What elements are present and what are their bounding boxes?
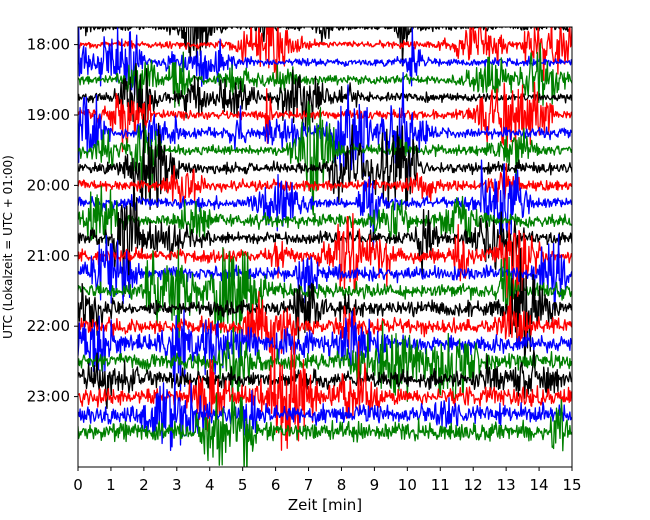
x-axis-label: Zeit [min] [288,496,362,514]
x-axis-ticks: 0 1 2 3 4 5 6 7 8 9 10 11 12 13 14 15 [73,467,582,494]
y-axis-ticks: 18:00 19:00 20:00 21:00 22:00 23:00 [27,36,78,406]
y-tick-label: 20:00 [27,176,70,194]
x-tick-label: 6 [271,476,281,494]
x-tick-label: 15 [562,476,581,494]
trace-line [78,290,572,366]
x-tick-label: 12 [464,476,483,494]
y-tick-label: 19:00 [27,106,70,124]
trace-line [78,371,572,452]
trace-line [78,62,572,141]
trace-line [78,159,572,249]
seismic-traces [78,27,572,467]
trace-line [78,393,572,467]
trace-line [78,247,572,367]
y-tick-label: 18:00 [27,36,70,54]
trace-line [78,27,572,85]
trace-line [78,27,572,67]
x-tick-label: 8 [337,476,347,494]
trace-line [78,234,572,310]
x-tick-label: 5 [238,476,248,494]
y-tick-label: 23:00 [27,388,70,406]
trace-line [78,81,572,153]
trace-line [78,162,572,207]
x-tick-label: 13 [497,476,516,494]
x-tick-label: 3 [172,476,182,494]
x-tick-label: 1 [106,476,116,494]
x-tick-label: 10 [398,476,417,494]
trace-line [78,246,572,348]
x-tick-label: 7 [304,476,314,494]
x-tick-label: 11 [431,476,450,494]
x-tick-label: 4 [205,476,215,494]
y-axis-label: UTC (Lokalzeit = UTC + 01:00) [1,155,15,339]
trace-line [78,121,572,211]
trace-line [78,320,572,402]
trace-line [78,71,572,177]
y-tick-label: 22:00 [27,317,70,335]
x-tick-label: 9 [370,476,380,494]
trace-line [78,42,572,116]
trace-line [78,349,572,410]
x-tick-label: 2 [139,476,149,494]
y-tick-label: 21:00 [27,247,70,265]
trace-line [78,185,572,244]
x-tick-label: 0 [73,476,83,494]
plot-frame [77,26,573,468]
trace-line [78,213,572,318]
trace-line [78,309,572,392]
x-tick-label: 14 [530,476,549,494]
